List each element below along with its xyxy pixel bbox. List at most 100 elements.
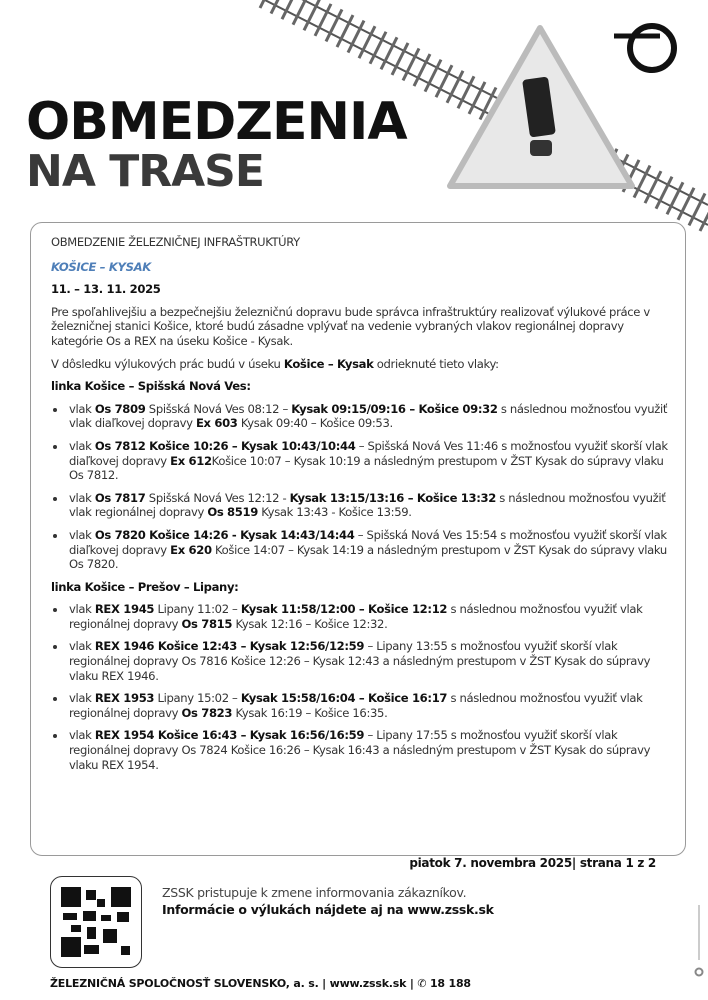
track-sleeper: [456, 75, 476, 110]
section-heading: OBMEDZENIE ŽELEZNIČNEJ INFRAŠTRUKTÚRY: [51, 235, 300, 249]
track-sleeper: [676, 187, 696, 221]
track-sleeper: [335, 14, 355, 48]
track-sleeper: [357, 25, 377, 59]
text: Spišská Nová Ves 08:12 –: [145, 401, 292, 416]
track-sleeper: [280, 0, 294, 20]
page-title-line1: OBMEDZENIA: [26, 92, 408, 152]
track-sleeper: [390, 42, 410, 76]
track-sleeper: [478, 86, 498, 121]
bold-text: Os 7809: [94, 401, 146, 416]
side-credit-icon: [694, 905, 704, 977]
train-item: vlak Os 7817 Spišská Nová Ves 12:12 - Ky…: [67, 491, 671, 520]
bold-text: Os 7820 Košice 14:26 - Kysak 14:43/14:44: [94, 527, 355, 542]
text: vlak: [69, 728, 95, 743]
text: vlak: [69, 490, 95, 505]
page-info: piatok 7. novembra 2025| strana 1 z 2: [409, 856, 656, 870]
bold-text: Os 7812 Košice 10:26 – Kysak 10:43/10:44: [94, 438, 356, 453]
bold-text: Os 7817: [94, 490, 146, 505]
bold-text: Ex 603: [195, 416, 238, 431]
text: s následnou možnosťou využiť vlak diaľko…: [69, 401, 668, 431]
text: Lipany 15:02 –: [154, 691, 241, 706]
train-item: vlak REX 1946 Košice 12:43 – Kysak 12:56…: [67, 639, 671, 683]
route-title: KOŠICE – KYSAK: [51, 259, 151, 274]
bold-text: Ex 612: [170, 453, 212, 468]
text: – Lipany 13:55 s možnosťou využiť skorší…: [69, 639, 651, 683]
info-line-1: ZSSK pristupuje k zmene informovania zák…: [162, 885, 467, 900]
bold-text: Os 7823: [181, 705, 233, 720]
text: vlak: [69, 691, 95, 706]
footer-company: ŽELEZNIČNÁ SPOLOČNOSŤ SLOVENSKO, a. s. |…: [50, 977, 471, 990]
track-sleeper: [379, 36, 399, 70]
track-sleeper: [445, 70, 465, 104]
bold-text: REX 1953: [94, 691, 155, 706]
track-sleeper: [687, 192, 707, 227]
track-sleeper: [313, 3, 333, 37]
notice-box: OBMEDZENIE ŽELEZNIČNEJ INFRAŠTRUKTÚRY KO…: [30, 222, 686, 856]
track-sleeper: [434, 64, 454, 98]
text: Košice 14:07 – Kysak 14:19 a následným p…: [69, 542, 667, 572]
train-item: vlak REX 1954 Košice 16:43 – Kysak 16:56…: [67, 728, 671, 772]
bold-text: REX 1946 Košice 12:43 – Kysak 12:56/12:5…: [94, 639, 365, 654]
text: Kysak 12:16 – Košice 12:32.: [232, 616, 388, 631]
text: vlak: [69, 438, 95, 453]
track-sleeper: [346, 19, 366, 54]
consequence-paragraph: V dôsledku výlukových prác budú v úseku …: [51, 357, 671, 372]
track-sleeper: [269, 0, 280, 15]
line-heading: linka Košice – Prešov – Lipany:: [51, 579, 239, 594]
train-item: vlak REX 1953 Lipany 15:02 – Kysak 15:58…: [67, 691, 671, 720]
bold-text: Košice – Kysak: [283, 356, 374, 371]
line-heading: linka Košice – Spišská Nová Ves:: [51, 379, 251, 394]
qr-code-icon: [61, 887, 131, 957]
text: – Lipany 17:55 s možnosťou využiť skorší…: [69, 728, 651, 772]
text: s následnou možnosťou využiť vlak region…: [69, 602, 643, 631]
date-range: 11. – 13. 11. 2025: [51, 282, 161, 297]
train-list: vlak Os 7809 Spišská Nová Ves 08:12 – Ky…: [51, 402, 671, 572]
train-lines: linka Košice – Spišská Nová Ves: vlak Os …: [51, 379, 671, 772]
bold-text: Kysak 11:58/12:00 – Košice 12:12: [240, 602, 448, 617]
track-sleeper: [401, 47, 421, 82]
bold-text: Os 7815: [181, 616, 233, 631]
bold-text: Os 8519: [207, 505, 258, 520]
text: – Spišská Nová Ves 15:54 s možnosťou vyu…: [69, 527, 667, 557]
text: vlak: [69, 639, 95, 654]
track-sleeper: [643, 170, 663, 204]
track-sleeper: [368, 31, 388, 65]
page-title-line2: NA TRASE: [26, 146, 265, 197]
track-sleeper: [258, 0, 266, 9]
text: vlak: [69, 401, 95, 416]
text: Košice 10:07 – Kysak 10:19 a následným p…: [69, 453, 664, 483]
bold-text: REX 1945: [94, 602, 155, 617]
track-sleeper: [698, 211, 708, 232]
track-sleeper: [423, 58, 443, 93]
text: Kysak 13:43 - Košice 13:59.: [257, 505, 412, 520]
track-sleeper: [665, 181, 685, 215]
train-item: vlak REX 1945 Lipany 11:02 – Kysak 11:58…: [67, 602, 671, 631]
text: s následnou možnosťou využiť vlak region…: [69, 691, 643, 720]
zssk-logo: [614, 23, 677, 73]
bold-text: Kysak 15:58/16:04 – Košice 16:17: [240, 691, 448, 706]
train-list: vlak REX 1945 Lipany 11:02 – Kysak 11:58…: [51, 602, 671, 772]
text: vlak: [69, 527, 95, 542]
train-item: vlak Os 7812 Košice 10:26 – Kysak 10:43/…: [67, 439, 671, 483]
text: V dôsledku výlukových prác budú v úseku: [51, 356, 284, 371]
info-line-2: Informácie o výlukách nájdete aj na www.…: [162, 902, 494, 917]
qr-code: [50, 876, 142, 968]
text: Kysak 09:40 – Košice 09:53.: [237, 416, 393, 431]
track-sleeper: [632, 164, 652, 199]
track-sleeper: [302, 0, 321, 31]
warning-triangle-icon: [447, 25, 635, 189]
track-sleeper: [654, 176, 674, 210]
bold-text: Kysak 13:15/13:16 – Košice 13:32: [289, 490, 497, 505]
track-sleeper: [291, 0, 308, 26]
intro-paragraph: Pre spoľahlivejšiu a bezpečnejšiu železn…: [51, 304, 650, 348]
text: Spišská Nová Ves 12:12 -: [145, 490, 290, 505]
text: – Spišská Nová Ves 11:46 s možnosťou vyu…: [69, 438, 668, 468]
track-sleeper: [467, 81, 487, 115]
bold-text: Ex 620: [170, 542, 212, 557]
train-item: vlak Os 7809 Spišská Nová Ves 08:12 – Ky…: [67, 402, 671, 431]
text: Kysak 16:19 – Košice 16:35.: [232, 705, 388, 720]
track-sleeper: [412, 53, 432, 87]
text: Lipany 11:02 –: [154, 602, 241, 617]
bold-text: REX 1954 Košice 16:43 – Kysak 16:56/16:5…: [94, 728, 365, 743]
bold-text: Kysak 09:15/09:16 – Košice 09:32: [291, 401, 498, 416]
